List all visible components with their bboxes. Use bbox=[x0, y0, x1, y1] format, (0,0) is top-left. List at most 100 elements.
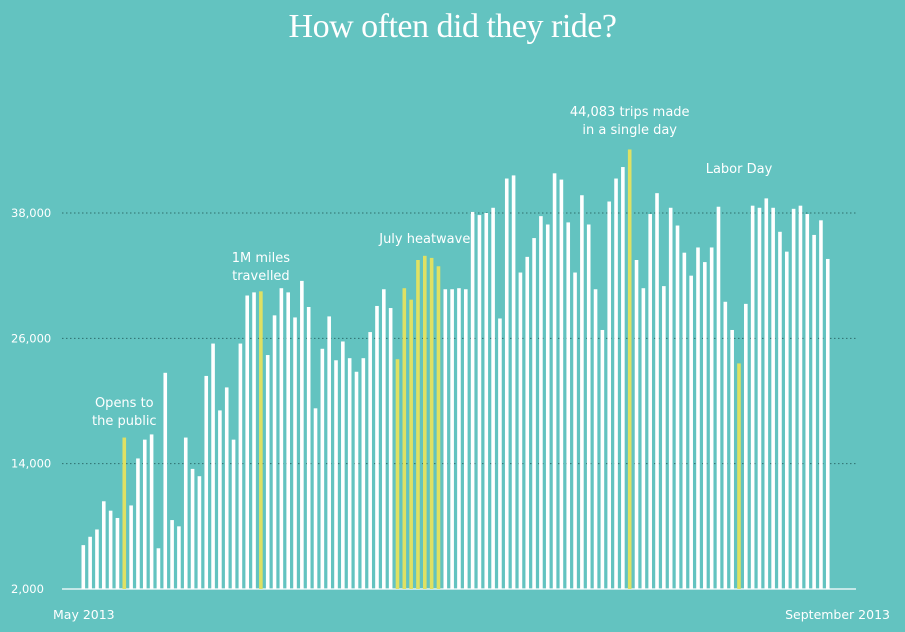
bar bbox=[211, 343, 215, 589]
bar bbox=[798, 205, 803, 589]
bar bbox=[129, 505, 133, 589]
bar bbox=[327, 316, 331, 589]
bar bbox=[463, 289, 468, 589]
bar bbox=[552, 173, 557, 589]
bar bbox=[347, 358, 352, 589]
bar bbox=[320, 348, 325, 589]
bar bbox=[95, 529, 99, 589]
bar-highlight bbox=[416, 260, 420, 589]
bar-highlight bbox=[402, 288, 407, 589]
bar bbox=[88, 536, 92, 589]
bar bbox=[764, 198, 769, 589]
bar bbox=[778, 231, 782, 590]
bar-highlight bbox=[409, 299, 413, 589]
bar bbox=[115, 517, 120, 589]
bar bbox=[675, 225, 680, 589]
bar bbox=[511, 175, 516, 589]
bar bbox=[573, 272, 577, 589]
bar bbox=[272, 315, 277, 589]
bar bbox=[805, 214, 810, 590]
bar bbox=[368, 332, 372, 589]
bar bbox=[771, 207, 775, 589]
bar bbox=[586, 224, 591, 590]
bar bbox=[252, 292, 256, 589]
bar bbox=[744, 303, 748, 589]
bar bbox=[723, 301, 728, 589]
bar bbox=[81, 545, 86, 589]
bar bbox=[696, 247, 700, 589]
bar bbox=[306, 307, 311, 589]
bar bbox=[190, 468, 195, 589]
bar bbox=[293, 317, 297, 589]
bar bbox=[136, 458, 140, 589]
bar bbox=[532, 238, 536, 589]
bar bbox=[443, 289, 448, 589]
bar bbox=[388, 308, 393, 589]
bar-highlight bbox=[429, 257, 434, 589]
bar bbox=[784, 251, 789, 589]
chart-title: How often did they ride? bbox=[288, 8, 617, 45]
annotation-label: in a single day bbox=[582, 123, 677, 138]
bar bbox=[593, 289, 598, 589]
bar bbox=[600, 329, 605, 589]
bar bbox=[566, 222, 571, 589]
bar-highlight bbox=[423, 255, 427, 589]
y-tick-label: 14,000 bbox=[11, 457, 51, 471]
bar bbox=[142, 439, 147, 589]
bar bbox=[716, 206, 721, 590]
bar bbox=[457, 288, 461, 589]
bar bbox=[300, 280, 304, 589]
bar-highlight bbox=[627, 149, 632, 589]
bar bbox=[668, 207, 673, 589]
bar bbox=[703, 262, 707, 589]
bar bbox=[334, 360, 338, 589]
bar bbox=[682, 252, 687, 589]
bar bbox=[108, 510, 113, 589]
bar bbox=[662, 286, 666, 589]
bar bbox=[183, 437, 188, 589]
bar-highlight bbox=[122, 437, 127, 589]
bar bbox=[156, 548, 161, 589]
bar bbox=[614, 178, 618, 589]
bar bbox=[559, 179, 564, 589]
bar bbox=[163, 372, 168, 589]
bar bbox=[170, 520, 174, 589]
labels: 2,000 14,000 26,000 38,000 Opens to the publi… bbox=[11, 105, 890, 622]
bar bbox=[177, 526, 181, 589]
bar bbox=[382, 289, 386, 589]
bar bbox=[757, 207, 762, 589]
bar bbox=[819, 220, 823, 589]
x-end-label: September 2013 bbox=[785, 607, 890, 622]
bar bbox=[648, 214, 652, 590]
bar bbox=[491, 207, 495, 589]
bar bbox=[231, 439, 236, 589]
bar bbox=[224, 387, 229, 589]
bar bbox=[545, 224, 550, 590]
bar-highlight bbox=[259, 291, 263, 589]
bar bbox=[484, 213, 489, 589]
bar bbox=[689, 275, 693, 589]
annotation-label: the public bbox=[92, 414, 157, 429]
y-tick-label: 38,000 bbox=[11, 206, 51, 220]
bar-highlight bbox=[737, 363, 741, 589]
bar bbox=[634, 260, 639, 589]
bar bbox=[709, 247, 714, 589]
annotation-label: July heatwave bbox=[378, 232, 470, 247]
bar bbox=[286, 292, 290, 589]
y-tick-label: 2,000 bbox=[11, 582, 44, 596]
bar bbox=[354, 371, 359, 589]
bar bbox=[101, 501, 106, 589]
bar bbox=[812, 234, 816, 589]
bar bbox=[313, 408, 318, 589]
bar bbox=[641, 288, 646, 589]
annotation-label: 1M miles bbox=[232, 251, 291, 266]
bar bbox=[450, 289, 454, 589]
bar bbox=[265, 355, 270, 589]
bar bbox=[245, 295, 250, 589]
bar bbox=[518, 272, 523, 589]
bar bbox=[580, 195, 584, 590]
bar bbox=[197, 476, 202, 589]
bar bbox=[279, 288, 284, 589]
bar bbox=[498, 318, 502, 589]
